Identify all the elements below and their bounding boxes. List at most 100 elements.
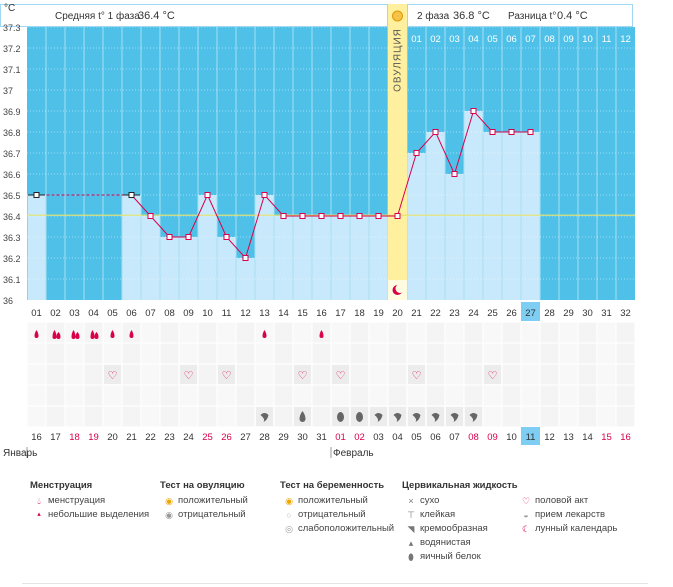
temperature-bar [141,216,160,300]
symptom-cell [388,364,407,385]
heart-icon: ♡ [336,370,346,382]
phase2-day-label: 06 [506,34,517,45]
temperature-bar [502,132,521,300]
temperature-bar [122,195,141,300]
cycle-day-label: 19 [373,308,384,319]
symptom-cell [502,406,521,427]
cycle-day-label: 05 [107,308,118,319]
y-tick-label: 37.2 [3,44,21,54]
menstruation-heavy-drop [56,332,61,339]
symptom-cell [179,385,198,406]
symptom-cell [65,406,84,427]
symptom-cell [84,385,103,406]
phase2-day-label: 12 [620,34,631,45]
symptom-cell [84,406,103,427]
ovulation-label: ОВУЛЯЦИЯ [393,28,404,92]
legend-label: отрицательный [298,509,366,520]
symptom-cell [616,385,635,406]
symptom-cell [141,322,160,343]
temperature-point [508,129,515,135]
symptom-cell [179,322,198,343]
cycle-day-label: 32 [620,308,631,319]
temperature-bar [445,174,464,300]
menstruation-heavy-drop [75,332,80,339]
temperature-point [394,213,401,219]
calendar-date-label: 23 [164,432,175,443]
creamy-icon: ◥ [407,524,415,534]
temperature-point [337,213,344,219]
y-tick-label: 36.7 [3,149,21,159]
legend-ovulation-test: Тест на овуляцию ◉ положительный ◉ отрицат… [160,480,248,522]
difference-value: 0.4 °C [557,10,588,22]
calendar-date-label: 31 [316,432,327,443]
heart-icon: ♡ [108,370,118,382]
cycle-day-label: 30 [582,308,593,319]
calendar-date-label: 12 [544,432,555,443]
calendar-date-label: 22 [145,432,156,443]
temperature-point [356,213,363,219]
smile-icon: ◉ [285,496,293,506]
y-tick-label: 36.1 [3,275,21,285]
moon-icon: ☾ [521,524,531,534]
calendar-date-label: 03 [373,432,384,443]
temperature-bar [198,195,217,300]
symptom-cell [540,364,559,385]
calendar-date-label: 14 [582,432,593,443]
symptom-cell [350,322,369,343]
symptom-cell [160,406,179,427]
symptom-cell [369,364,388,385]
drop-small-icon: ▴ [37,511,41,518]
cycle-day-label: 13 [259,308,270,319]
symptom-cell [27,364,46,385]
symptom-cell [27,406,46,427]
legend-title: Тест на беременность [280,480,385,491]
symptom-cell [103,343,122,364]
temperature-point [489,129,496,135]
sticky-icon: ⊤ [407,510,415,520]
temperature-point [204,192,211,198]
temperature-bar [27,195,46,300]
symptom-cell [616,364,635,385]
phase2-day-label: 09 [563,34,574,45]
calendar-date-label: 29 [278,432,289,443]
heart-icon: ♡ [298,370,308,382]
legend-item: ♡ половой акт [517,494,617,508]
symptom-cell [312,385,331,406]
temperature-bar [236,258,255,300]
temperature-point [432,129,439,135]
symptom-cell [160,364,179,385]
menstruation-drop [129,330,134,338]
legend-cervical: Цервикальная жидкость × сухо ⊤ клейкая ◥ кр… [402,480,518,564]
calendar-date-label: 01 [335,432,346,443]
phase1-label: Средняя t° 1 фаза [55,10,140,22]
legend-label: положительный [298,495,368,506]
symptom-cell [236,343,255,364]
heart-cell [218,365,235,384]
symptom-cell [464,364,483,385]
symptom-cell [331,343,350,364]
symptom-cell [464,343,483,364]
phase2-day-label: 02 [430,34,441,45]
calendar-date-label: 30 [297,432,308,443]
menstruation-drop [262,330,267,338]
symptom-cell [502,364,521,385]
cycle-day-label: 07 [145,308,156,319]
temperature-bar [483,132,502,300]
temperature-bar [369,216,388,300]
symptom-cell [160,322,179,343]
cycle-day-label: 28 [544,308,555,319]
y-tick-label: 36.6 [3,170,21,180]
symptom-cell [616,406,635,427]
legend-label: клейкая [420,509,456,520]
symptom-cell [122,343,141,364]
temperature-bar [255,195,274,300]
symptom-cell [236,406,255,427]
legend-label: слабоположительный [298,523,395,534]
cycle-day-label: 17 [335,308,346,319]
symptom-cell [426,364,445,385]
calendar-date-label: 16 [31,432,42,443]
menstruation-heavy-drop [90,330,95,339]
symptom-cell [407,385,426,406]
calendar-date-label: 08 [468,432,479,443]
symptom-cell [597,385,616,406]
